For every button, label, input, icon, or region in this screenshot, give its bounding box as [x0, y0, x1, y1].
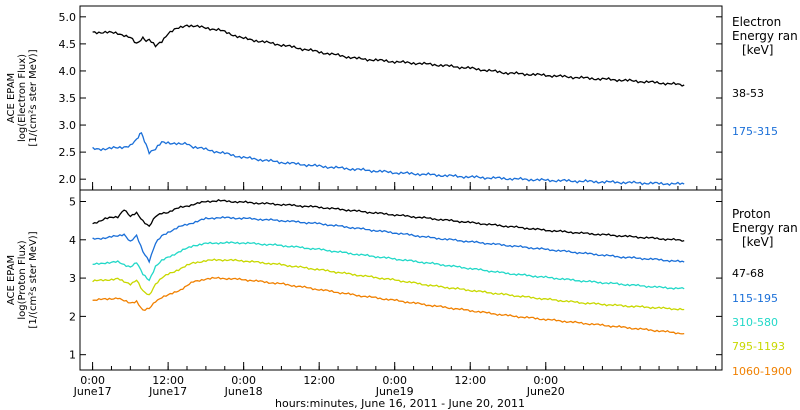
electron-ylabel-line-2: log(Electron Flux): [17, 54, 28, 142]
proton-legend-310-580: 310-580: [732, 316, 778, 329]
proton-ytick-label: 4: [69, 234, 76, 247]
electron-ylabel-line-1: ACE EPAM: [6, 73, 17, 123]
proton-flux-panel: ACE EPAM log(Proton Flux) [1/(cm²s ster …: [6, 189, 798, 378]
proton-legend-title-3: [keV]: [742, 235, 773, 249]
proton-legend-47-68: 47-68: [732, 267, 764, 280]
electron-ytick-label: 3.5: [59, 92, 77, 105]
proton-ytick-label: 2: [69, 310, 76, 323]
xtick-time-label: 12:00: [303, 374, 335, 387]
electron-ytick-label: 3.0: [59, 119, 77, 132]
electron-legend-title-3: [keV]: [742, 43, 773, 57]
proton-legend-title-2: Energy ran: [732, 221, 798, 235]
proton-series-795-1193: [92, 258, 685, 311]
xtick-time-label: 0:00: [231, 374, 256, 387]
electron-legend-title-1: Electron: [732, 15, 781, 29]
electron-ytick-label: 5.0: [59, 11, 77, 24]
proton-ytick-label: 5: [69, 195, 76, 208]
electron-series-175-315: [92, 132, 685, 187]
electron-ytick-label: 4.0: [59, 65, 77, 78]
proton-legend-795-1193: 795-1193: [732, 340, 785, 353]
xtick-date-label: June17: [73, 385, 112, 398]
electron-legend-175-315: 175-315: [732, 125, 778, 138]
proton-series-47-68: [92, 199, 685, 242]
proton-ylabel-line-3: [1/(cm²s ster MeV)]: [28, 231, 39, 328]
xtick-date-label: June17: [148, 385, 187, 398]
proton-legend-115-195: 115-195: [732, 292, 778, 305]
electron-series-38-53: [92, 24, 685, 87]
xtick-time-label: 12:00: [454, 374, 486, 387]
electron-ytick-label: 4.5: [59, 38, 77, 51]
xtick-date-label: June18: [224, 385, 263, 398]
xtick-time-label: 0:00: [80, 374, 105, 387]
electron-plot-frame: [79, 5, 723, 191]
proton-series-1060-1900: [92, 276, 685, 335]
proton-series-310-580: [92, 241, 685, 290]
x-axis-label: hours:minutes, June 16, 2011 - June 20, …: [275, 397, 525, 410]
xtick-date-label: June20: [526, 385, 565, 398]
time-axis: 0:00June170:00June180:00June190:00June20…: [73, 182, 565, 398]
proton-legend-title-1: Proton: [732, 207, 771, 221]
proton-series-115-195: [92, 216, 685, 264]
proton-ytick-label: 3: [69, 272, 76, 285]
xtick-time-label: 0:00: [382, 374, 407, 387]
electron-legend-38-53: 38-53: [732, 87, 764, 100]
proton-legend-1060-1900: 1060-1900: [732, 365, 792, 378]
proton-ytick-label: 1: [69, 349, 76, 362]
xtick-time-label: 12:00: [152, 374, 184, 387]
electron-legend-title-2: Energy ran: [732, 29, 798, 43]
proton-plot-frame: [79, 189, 723, 371]
electron-ytick-label: 2.5: [59, 146, 77, 159]
proton-ylabel-line-2: log(Proton Flux): [17, 240, 28, 319]
proton-ylabel-line-1: ACE EPAM: [6, 255, 17, 305]
electron-ylabel-line-3: [1/(cm²s ster MeV)]: [28, 49, 39, 146]
electron-ytick-label: 2.0: [59, 173, 77, 186]
xtick-time-label: 0:00: [533, 374, 558, 387]
xtick-date-label: June19: [375, 385, 414, 398]
electron-flux-panel: ACE EPAM log(Electron Flux) [1/(cm²s ste…: [6, 5, 798, 191]
